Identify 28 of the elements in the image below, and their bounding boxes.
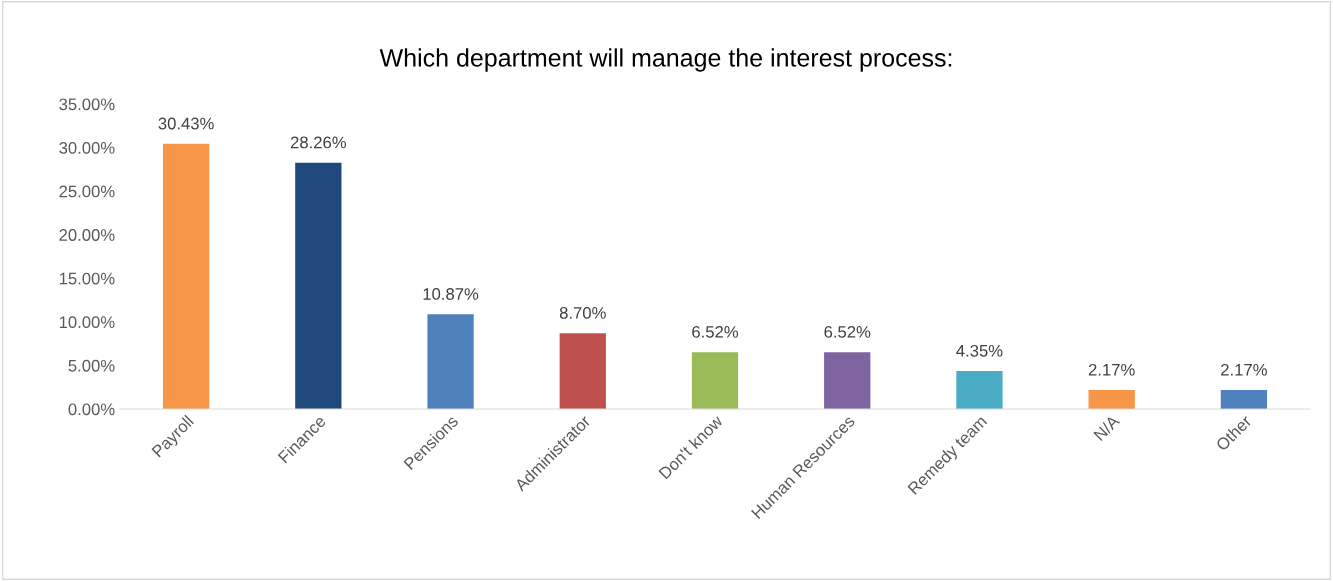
bar bbox=[956, 371, 1003, 409]
bar bbox=[162, 143, 210, 409]
bar bbox=[559, 333, 606, 409]
bar bbox=[295, 162, 342, 409]
chart-title: Which department will manage the interest process: bbox=[379, 48, 952, 72]
data-label: 4.35% bbox=[956, 344, 1003, 357]
data-label: 10.87% bbox=[423, 288, 479, 300]
y-tick-label: 5.00% bbox=[68, 359, 115, 372]
bar bbox=[824, 352, 871, 409]
y-tick-label: 15.00% bbox=[59, 272, 115, 285]
data-label: 6.52% bbox=[824, 325, 871, 338]
y-tick-label: 35.00% bbox=[59, 98, 115, 111]
bar bbox=[1088, 390, 1135, 409]
bar bbox=[1220, 390, 1268, 409]
data-label: 2.17% bbox=[1221, 363, 1267, 376]
data-label: 6.52% bbox=[692, 325, 739, 338]
data-label: 2.17% bbox=[1088, 363, 1135, 376]
y-tick-label: 25.00% bbox=[59, 185, 115, 198]
bar bbox=[691, 352, 739, 409]
data-label: 30.43% bbox=[158, 117, 214, 130]
x-tick-label: N/A bbox=[1092, 413, 1121, 442]
y-tick-label: 10.00% bbox=[59, 316, 115, 329]
bar bbox=[427, 314, 474, 409]
y-tick-label: 20.00% bbox=[59, 229, 115, 241]
y-tick-label: 0.00% bbox=[68, 403, 115, 416]
data-label: 28.26% bbox=[290, 136, 347, 149]
y-tick-label: 30.00% bbox=[59, 141, 115, 154]
data-label: 8.70% bbox=[559, 306, 606, 319]
